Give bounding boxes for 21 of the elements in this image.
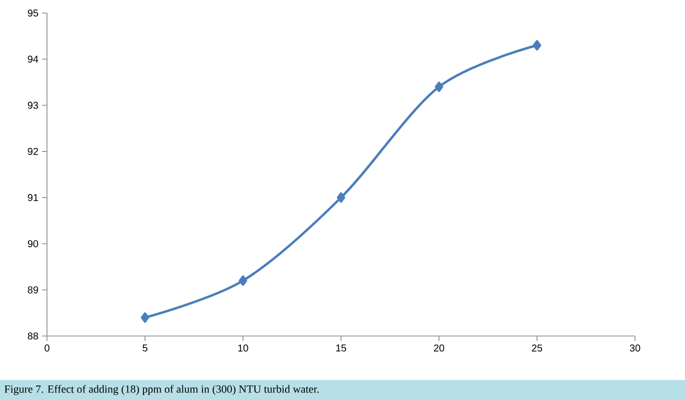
y-tick-label: 92 (28, 148, 38, 155)
y-tick-label: 93 (28, 102, 38, 109)
point (140, 312, 150, 323)
y-tick-label: 95 (28, 9, 38, 17)
point (532, 40, 542, 50)
x-tick-label: 15 (336, 344, 346, 352)
caption: Figure 7. Effect of adding (18) ppm of alum in (300) NTU turbid water. (4, 384, 319, 396)
point (238, 275, 248, 286)
y-tick-label: 94 (28, 56, 38, 63)
x-tick-label: 30 (630, 344, 640, 352)
point (434, 82, 444, 92)
y-tick-label: 88 (28, 332, 38, 340)
x-tick-label: 10 (238, 344, 248, 352)
x-tick-label: 25 (532, 344, 542, 352)
x-tick-label: 5 (142, 344, 148, 352)
y-tick-label: 90 (28, 240, 38, 248)
y-tick-label: 91 (28, 194, 38, 202)
y-tick-label: 89 (28, 286, 38, 294)
x-tick-label: 0 (44, 344, 50, 352)
x-tick-label: 20 (434, 344, 444, 352)
point (336, 192, 346, 203)
